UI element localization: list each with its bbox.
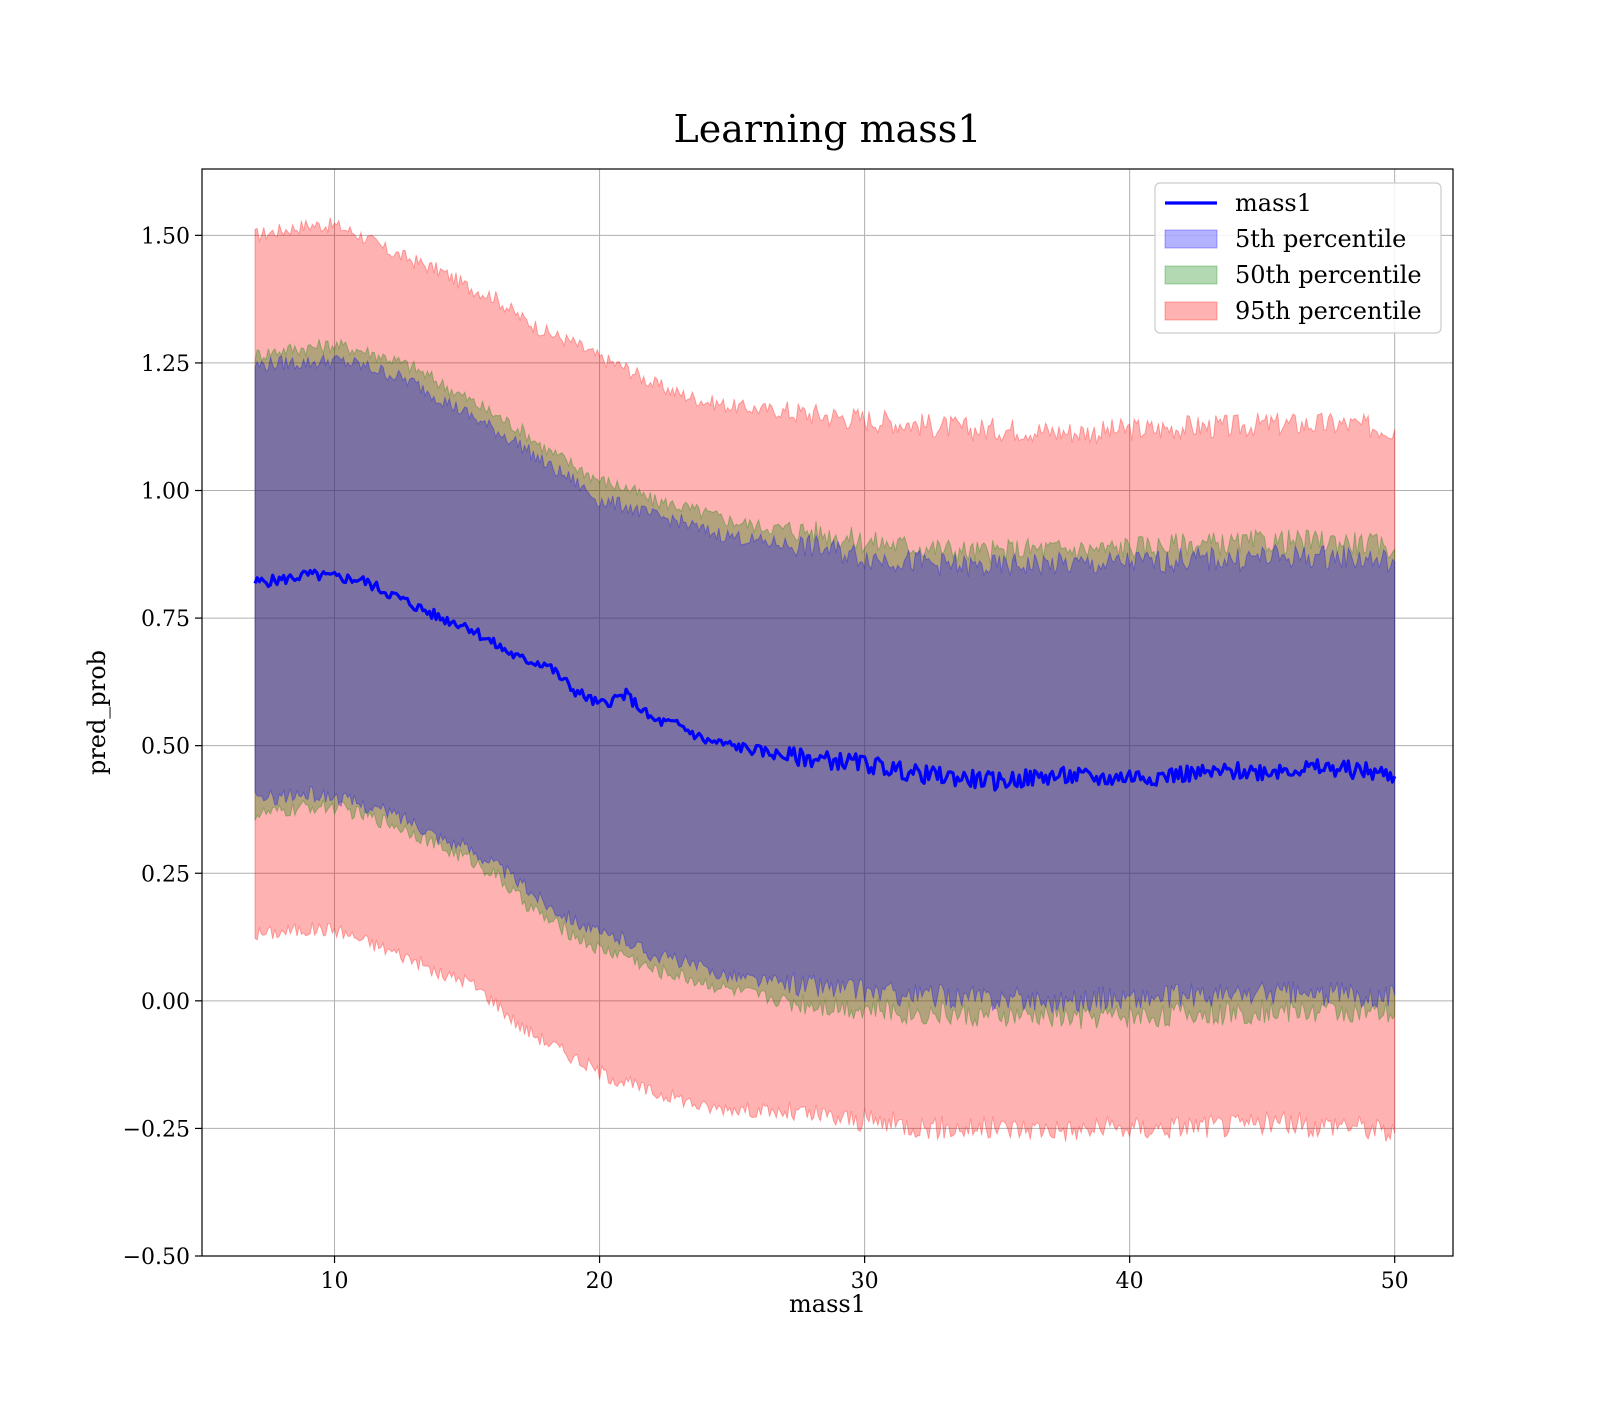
legend-box: [1154, 182, 1442, 334]
y-axis-label: pred_prob: [83, 650, 111, 775]
y-tick-label-1: −0.25: [123, 1117, 190, 1142]
y-tick-label-4: 0.50: [141, 735, 190, 760]
y-tick-label-8: 1.50: [141, 224, 190, 249]
legend-swatch-1: [1164, 229, 1218, 249]
grid: [202, 169, 1453, 1257]
chart-title: Learning mass1: [674, 107, 982, 151]
axis-ticks: 10 20 30 40 50 −0.50 −0.25 0.00 0.25 0.50 0.75 1.00…: [123, 224, 1409, 1294]
y-tick-label-6: 1.00: [141, 480, 190, 505]
x-tick-label-3: 40: [1116, 1269, 1144, 1294]
legend: mass1 5th percentile 50th percentile 95th p…: [1154, 182, 1442, 334]
y-tick-label-5: 0.75: [141, 607, 190, 632]
legend-label-3: 95th percentile: [1235, 297, 1422, 325]
percentile-bands: [254, 217, 1396, 1142]
x-tick-label-0: 10: [321, 1269, 349, 1294]
legend-swatch-3: [1164, 301, 1218, 321]
y-tick-label-3: 0.25: [141, 862, 190, 887]
plot-frame: [201, 168, 1454, 1257]
y-tick-label-0: −0.50: [123, 1245, 190, 1270]
x-tick-label-1: 20: [586, 1269, 614, 1294]
series-line-mass1: [253, 568, 1397, 792]
legend-swatch-2: [1164, 265, 1218, 285]
band-5th-percentile: [254, 353, 1396, 1014]
band-50th-percentile: [254, 338, 1396, 1030]
y-tick-label-7: 1.25: [141, 352, 190, 377]
y-tick-label-2: 0.00: [141, 990, 190, 1015]
legend-label-2: 50th percentile: [1235, 261, 1422, 289]
series-lines: [253, 568, 1397, 792]
band-95th-percentile: [254, 217, 1396, 1142]
x-tick-label-4: 50: [1381, 1269, 1409, 1294]
legend-label-0: mass1: [1235, 189, 1312, 217]
legend-label-1: 5th percentile: [1235, 225, 1406, 253]
x-axis-label: mass1: [789, 1290, 866, 1318]
x-tick-label-2: 30: [851, 1269, 879, 1294]
